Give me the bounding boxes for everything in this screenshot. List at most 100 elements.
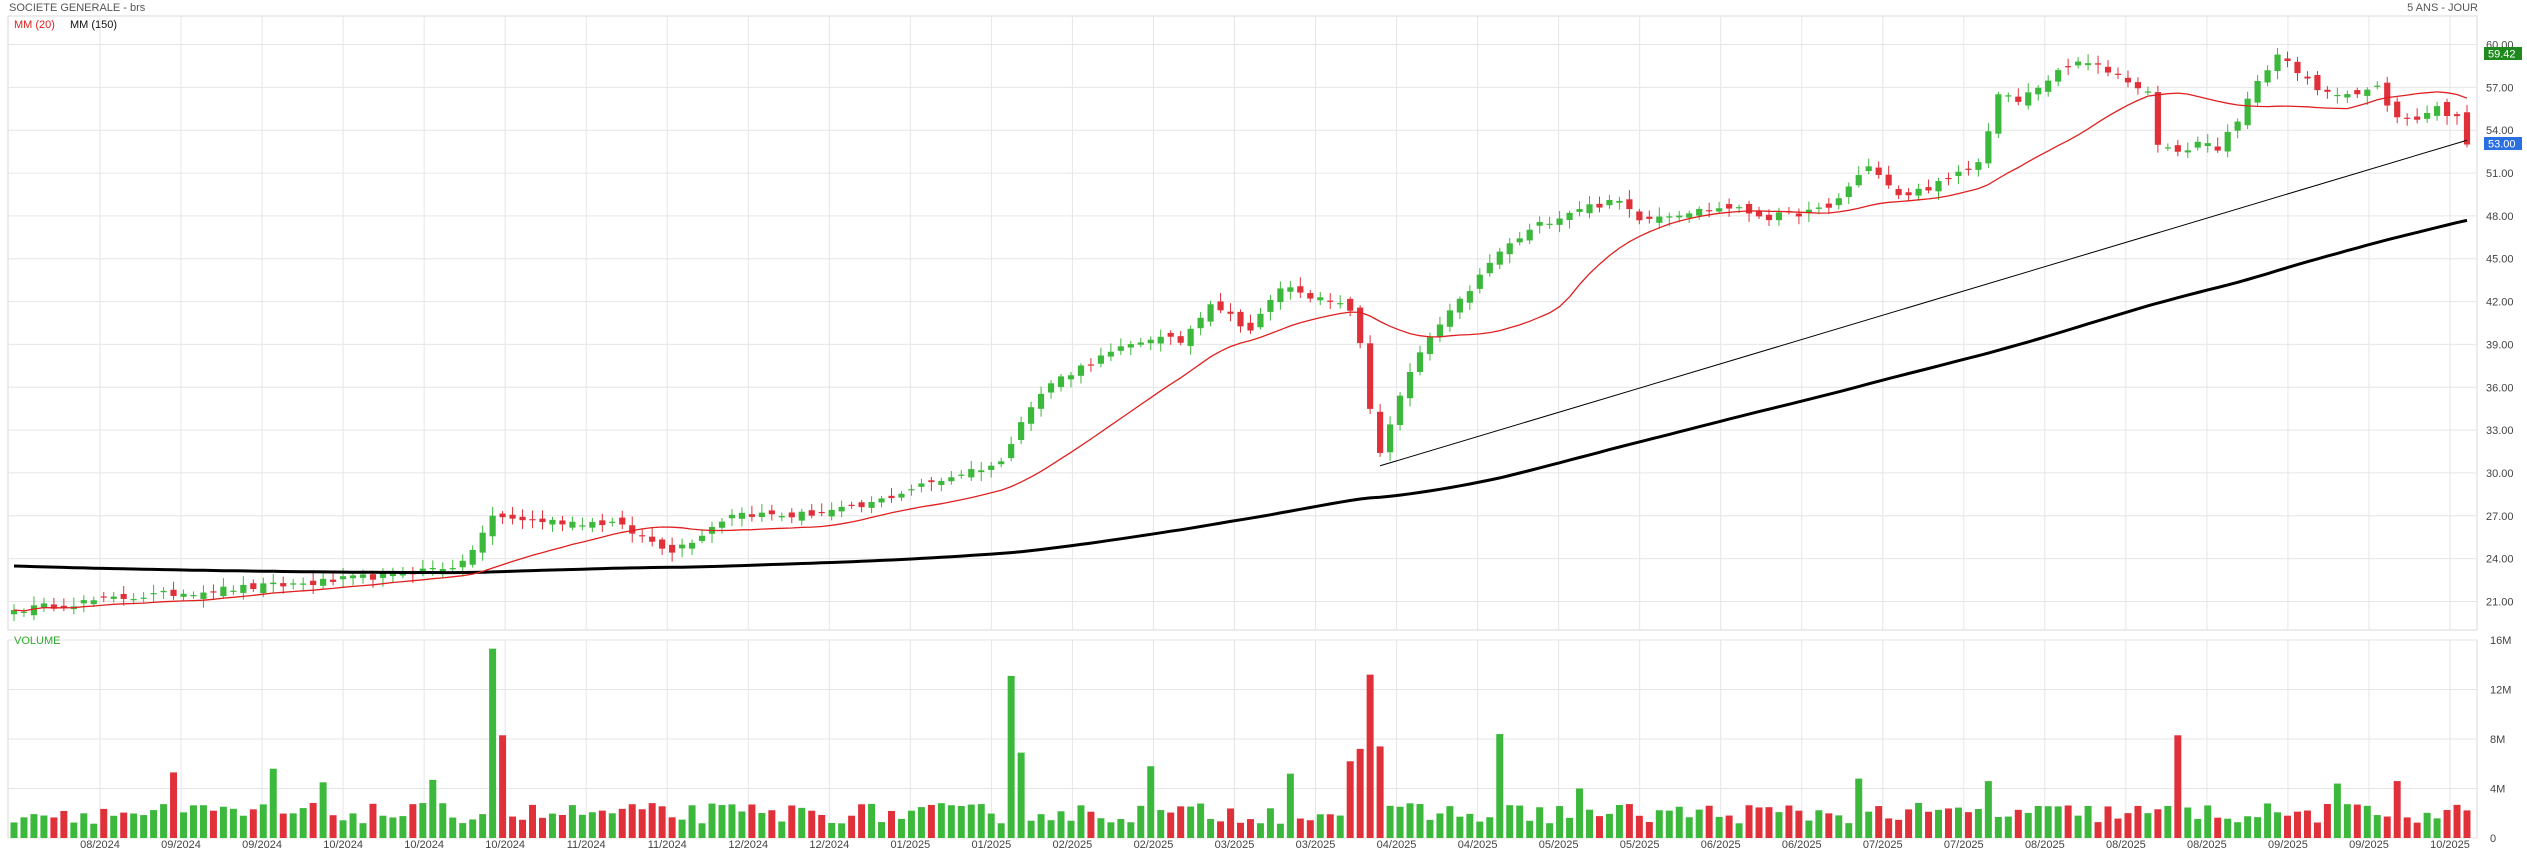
- candle-body: [2364, 89, 2371, 96]
- x-tick-label: 07/2025: [1863, 839, 1903, 851]
- volume-bar: [848, 815, 856, 838]
- candle-body: [2394, 101, 2401, 118]
- last-price-text: 53.00: [2488, 139, 2516, 151]
- volume-bar: [2284, 815, 2292, 838]
- candle-body: [230, 590, 237, 592]
- volume-bar: [2064, 805, 2072, 838]
- volume-tick-label: 16M: [2490, 635, 2511, 647]
- volume-bar: [1556, 806, 1564, 838]
- volume-bar: [1605, 813, 1613, 838]
- volume-bar: [2463, 810, 2471, 838]
- candle-body: [1087, 364, 1095, 366]
- volume-bar: [578, 814, 586, 838]
- x-tick-label: 08/2025: [2025, 839, 2065, 851]
- candle-body: [1745, 203, 1753, 214]
- volume-bar: [349, 813, 357, 838]
- volume-bar: [1047, 820, 1055, 838]
- candle-body: [2344, 94, 2351, 98]
- candle-body: [958, 474, 965, 476]
- ma150-path: [13, 218, 2468, 575]
- candle-body: [1207, 304, 1214, 322]
- volume-bar: [718, 805, 726, 838]
- candle-body: [1277, 288, 1284, 303]
- candle-body: [379, 572, 387, 578]
- candle-body: [2104, 66, 2112, 73]
- candle-body: [669, 544, 676, 553]
- candle-body: [1396, 395, 1404, 425]
- volume-bar: [1396, 806, 1404, 838]
- candle-body: [2334, 94, 2341, 97]
- volume-bar: [379, 815, 387, 838]
- x-tick-label: 05/2025: [1620, 839, 1660, 851]
- candle-body: [1386, 424, 1394, 453]
- candle-body: [1995, 94, 2002, 134]
- volume-bar: [1266, 808, 1274, 838]
- candle-body: [1267, 299, 1274, 312]
- candle-body: [838, 506, 845, 512]
- volume-bar: [1107, 822, 1115, 838]
- candle-body: [1855, 175, 1862, 186]
- candle-body: [499, 513, 506, 518]
- volume-bar: [2094, 822, 2102, 838]
- candle-body: [300, 583, 307, 585]
- candle-body: [2284, 58, 2291, 62]
- candle-body: [2264, 70, 2271, 83]
- candle-body: [1476, 274, 1483, 289]
- candle-body: [270, 582, 277, 585]
- candle-body: [559, 520, 566, 525]
- candle-body: [439, 569, 446, 572]
- volume-bar: [758, 813, 766, 838]
- volume-bar: [1935, 809, 1942, 838]
- x-tick-label: 10/2025: [2430, 839, 2470, 851]
- candle-body: [968, 469, 975, 478]
- legend-ma20[interactable]: MM (20): [14, 19, 55, 31]
- candle-body: [1067, 375, 1075, 380]
- candle-body: [200, 592, 207, 599]
- candle-body: [1018, 422, 1025, 440]
- price-candles: [10, 47, 2471, 622]
- x-tick-label: 09/2024: [242, 839, 282, 851]
- candle-body: [1157, 336, 1164, 344]
- volume-bar: [2144, 813, 2152, 838]
- volume-bar: [1865, 811, 1873, 838]
- candle-body: [1377, 411, 1384, 453]
- volume-bar: [1227, 808, 1235, 838]
- candle-body: [260, 583, 267, 594]
- candle-body: [1107, 351, 1114, 357]
- volume-bar: [2114, 818, 2122, 838]
- volume-bar: [469, 819, 477, 838]
- candle-body: [2463, 112, 2471, 145]
- volume-bar: [2224, 818, 2232, 838]
- volume-bar: [888, 810, 895, 838]
- volume-bar: [359, 823, 367, 838]
- volume-bar: [878, 822, 886, 838]
- volume-bar: [529, 804, 537, 838]
- price-tick-label: 48.00: [2486, 211, 2514, 223]
- candle-body: [130, 599, 137, 601]
- legend-ma150[interactable]: MM (150): [70, 19, 117, 31]
- candle-body: [369, 574, 377, 580]
- volume-bar: [2104, 806, 2112, 838]
- volume-bar: [1486, 817, 1494, 838]
- volume-bar: [1925, 811, 1933, 838]
- volume-bar: [1466, 813, 1474, 838]
- x-tick-label: 08/2025: [2106, 839, 2146, 851]
- volume-bar: [1127, 822, 1135, 838]
- candle-body: [1656, 216, 1663, 223]
- candle-body: [1127, 344, 1134, 348]
- volume-bar: [808, 810, 816, 838]
- candle-body: [1935, 181, 1942, 192]
- volume-bar: [1336, 815, 1344, 838]
- volume-bar: [189, 805, 197, 838]
- candle-body: [1217, 301, 1224, 311]
- volume-bar: [618, 808, 626, 838]
- volume-bar: [2194, 818, 2202, 838]
- volume-bar: [2034, 805, 2042, 838]
- candle-body: [778, 516, 785, 518]
- volume-bar: [1356, 748, 1364, 838]
- candle-body: [908, 489, 915, 491]
- candle-body: [1845, 186, 1852, 198]
- candle-body: [1775, 212, 1783, 221]
- range-label[interactable]: 5 ANS - JOUR: [2407, 2, 2478, 14]
- volume-bar: [1097, 818, 1105, 838]
